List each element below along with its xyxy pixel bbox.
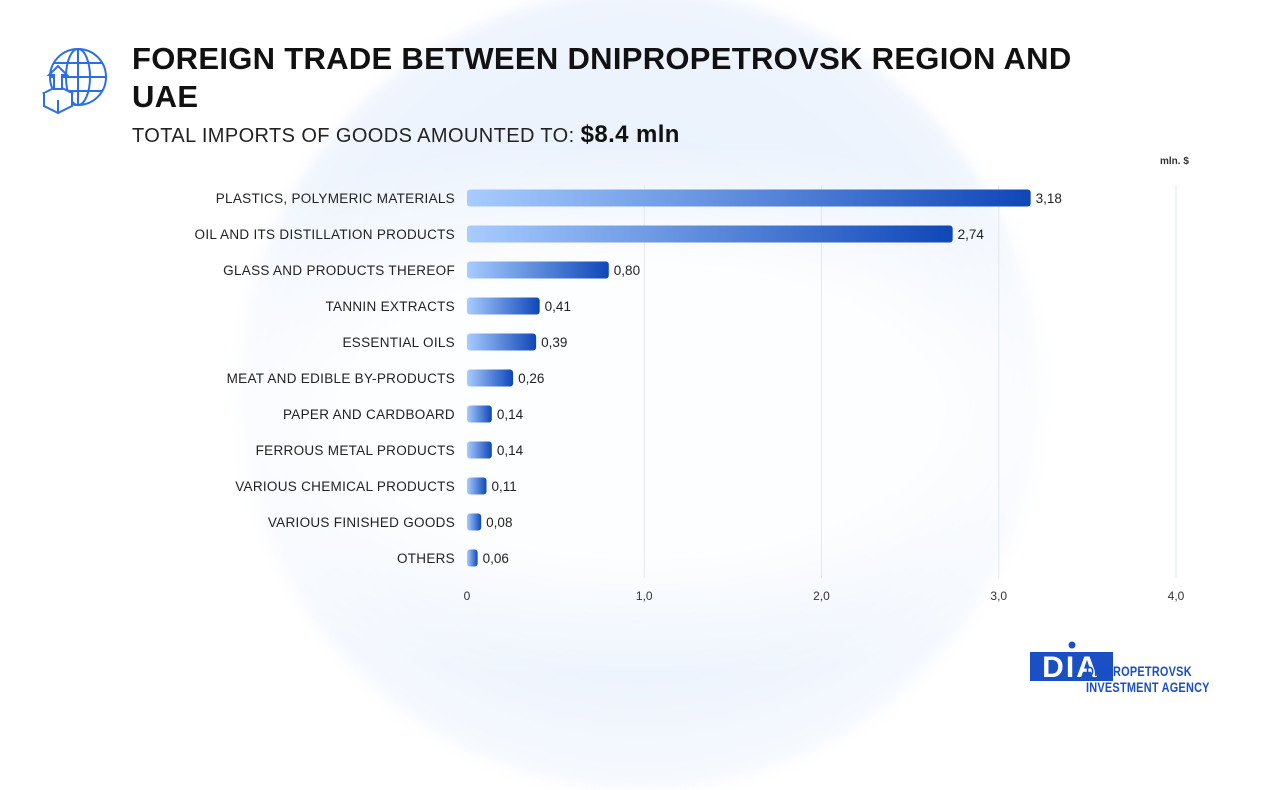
value-label: 0,08 (486, 515, 512, 530)
value-label: 0,14 (497, 407, 524, 422)
category-label: OTHERS (397, 551, 455, 566)
total-imports-value: $8.4 mln (580, 121, 680, 148)
category-label: OIL AND ITS DISTILLATION PRODUCTS (195, 227, 455, 242)
bar (467, 369, 514, 387)
x-tick-label: 0 (464, 589, 471, 603)
bar (467, 225, 953, 243)
bar (467, 189, 1031, 207)
x-tick-label: 3,0 (990, 589, 1007, 603)
value-label: 0,06 (483, 551, 509, 566)
x-tick-label: 4,0 (1168, 589, 1185, 603)
bar (467, 513, 482, 531)
value-label: 3,18 (1036, 191, 1062, 206)
logo-line2: INVESTMENT AGENCY (1086, 679, 1210, 695)
logo-line1: DNIPROPETROVSK (1086, 663, 1192, 679)
globe-export-icon (41, 48, 107, 115)
bar (467, 261, 609, 279)
unit-label: mln. $ (1160, 156, 1189, 167)
value-label: 0,11 (491, 479, 516, 494)
category-label: MEAT AND EDIBLE BY-PRODUCTS (227, 371, 455, 386)
x-tick-label: 2,0 (813, 589, 830, 603)
subtitle: TOTAL IMPORTS OF GOODS AMOUNTED TO: $8.4 … (132, 121, 680, 149)
subtitle-label: TOTAL IMPORTS OF GOODS AMOUNTED TO: (132, 125, 575, 147)
value-label: 0,26 (518, 371, 544, 386)
value-label: 0,39 (541, 335, 567, 350)
page-title: FOREIGN TRADE BETWEEN DNIPROPETROVSK REG… (132, 41, 1072, 114)
category-label: GLASS AND PRODUCTS THEREOF (223, 263, 455, 278)
bar-chart: 0 1,0 2,0 3,0 4,0 PLASTICS, POLYMERIC MATERIA… (195, 185, 1185, 603)
value-label: 0,41 (545, 299, 571, 314)
value-label: 0,14 (497, 443, 524, 458)
dia-logo: DIA (1030, 641, 1113, 684)
bar (467, 549, 478, 567)
category-label: PAPER AND CARDBOARD (283, 407, 455, 422)
x-tick-label: 1,0 (636, 589, 653, 603)
category-label: TANNIN EXTRACTS (325, 299, 455, 314)
bar (467, 441, 492, 459)
bar (467, 297, 540, 315)
bar (467, 477, 487, 495)
category-label: VARIOUS CHEMICAL PRODUCTS (235, 479, 455, 494)
category-label: ESSENTIAL OILS (343, 335, 456, 350)
value-label: 0,80 (614, 263, 640, 278)
category-label: FERROUS METAL PRODUCTS (256, 443, 455, 458)
category-label: VARIOUS FINISHED GOODS (268, 515, 455, 530)
svg-text:DIA: DIA (1042, 651, 1100, 684)
bar (467, 405, 492, 423)
category-label: PLASTICS, POLYMERIC MATERIALS (216, 191, 455, 206)
value-label: 2,74 (958, 227, 985, 242)
logo-text: DNIPROPETROVSK INVESTMENT AGENCY (1086, 663, 1210, 695)
bar (467, 333, 537, 351)
